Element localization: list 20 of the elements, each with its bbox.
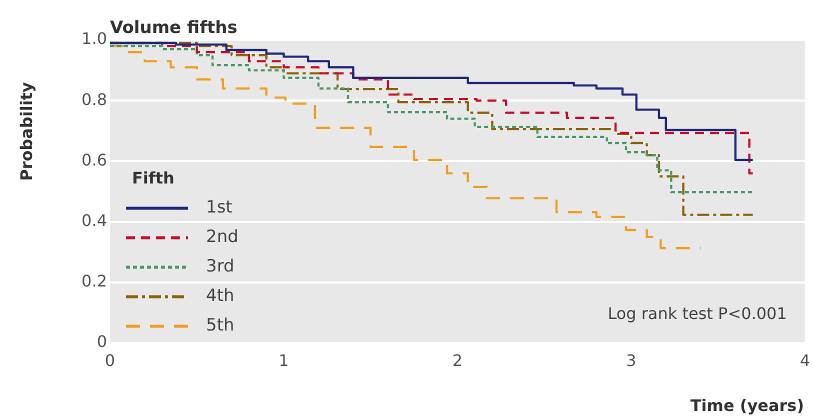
y-axis-title: Probability (17, 82, 36, 181)
x-tick-label: 1 (278, 350, 289, 370)
y-tick-label: 0.6 (82, 150, 107, 170)
x-tick-label: 4 (800, 350, 810, 370)
y-tick-label: 0.8 (82, 90, 107, 109)
legend-label: 4th (206, 286, 234, 306)
y-tick-label: 0.4 (82, 210, 107, 230)
annotation: Log rank test P<0.001 (608, 304, 787, 324)
legend-label: 1st (206, 198, 233, 218)
chart-title: Volume fifths (110, 18, 238, 38)
x-tick-label: 3 (626, 350, 636, 370)
legend-label: 5th (206, 316, 234, 336)
y-tick-label: 0 (96, 332, 107, 352)
y-tick-label: 1.0 (82, 29, 107, 48)
x-tick-label: 2 (452, 350, 463, 370)
y-tick-label: 0.2 (82, 272, 107, 291)
legend-label: 3rd (206, 256, 234, 277)
legend-title: Fifth (132, 168, 174, 188)
legend-label: 2nd (206, 227, 238, 248)
x-axis-title: Time (years) (690, 396, 804, 416)
